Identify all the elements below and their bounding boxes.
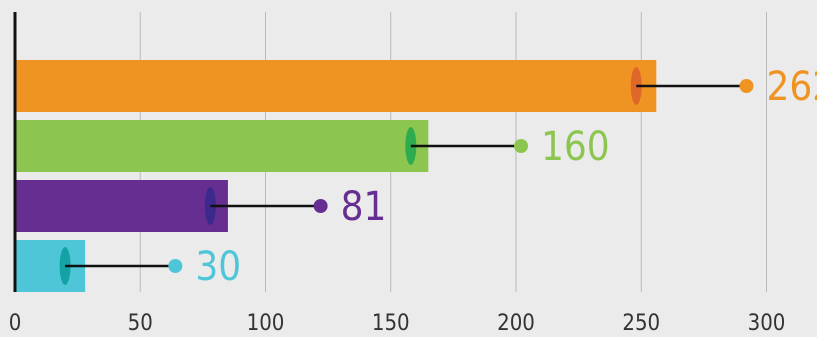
x-tick-label: 250	[622, 311, 660, 336]
x-tick-label: 200	[497, 311, 535, 336]
value-dot	[168, 259, 183, 273]
data-label: 160	[541, 124, 610, 170]
bar	[15, 180, 228, 232]
data-label: 262	[766, 64, 817, 110]
x-tick-label: 50	[128, 311, 153, 336]
bar	[15, 60, 657, 112]
value-dot	[739, 79, 754, 93]
value-dot	[313, 199, 328, 213]
x-tick-label: 0	[9, 311, 22, 336]
x-tick-label: 150	[372, 311, 410, 336]
data-label: 81	[341, 184, 387, 230]
x-tick-label: 100	[247, 311, 285, 336]
bar	[15, 120, 429, 172]
data-label: 30	[195, 244, 241, 290]
x-tick-label: 300	[748, 311, 786, 336]
value-dot	[514, 139, 529, 153]
